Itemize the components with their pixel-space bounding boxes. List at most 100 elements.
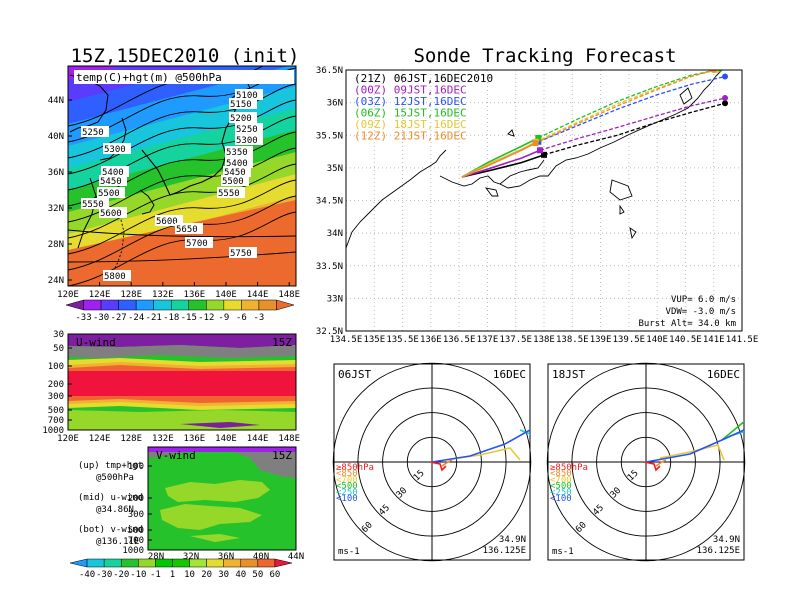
colorbar-swatch [274, 558, 293, 568]
colorbar-label: -15 [181, 313, 197, 323]
burst-marker [537, 147, 544, 154]
hodograph-curve-500 [529, 429, 530, 430]
tracking-lon-tick: 141E [703, 335, 725, 345]
v-wind-y-tick: 300 [128, 510, 144, 520]
contour-label: 5150 [230, 100, 252, 110]
colorbar-label: -3 [254, 313, 265, 323]
hodograph-curve-lt850 [655, 459, 667, 467]
hodograph-legend-item: <500 [336, 482, 358, 492]
left-title: 15Z,15DEC2010 (init) [71, 45, 300, 67]
u-wind-y-tick: 300 [48, 392, 64, 402]
v-wind-y-tick: 500 [128, 526, 144, 536]
contour-label: 5300 [236, 136, 258, 146]
contour-label-bg [235, 89, 263, 100]
v-wind-time: 15Z [272, 449, 292, 462]
contour-label: 5450 [100, 177, 122, 187]
hodograph-time: 06JST [338, 368, 371, 381]
v-wind-label: V-wind [156, 449, 196, 462]
colorbar-swatch [170, 299, 190, 311]
note-mid: (mid) u-wind [78, 493, 143, 503]
burst-marker [541, 151, 547, 158]
contour-label-bg [99, 175, 127, 186]
hodograph-legend-item: <100 [550, 494, 572, 504]
contour-label-bg [81, 198, 109, 209]
tracking-legend-item: (03Z) 12JST,16DEC [354, 95, 467, 108]
track-line-ascent [461, 154, 545, 178]
param-vup: VUP= 6.0 m/s [671, 295, 736, 305]
hodograph-curve-500 [721, 420, 744, 441]
colorbar-label: -20 [113, 570, 129, 580]
colorbar-swatch [65, 299, 84, 311]
tracking-lat-ticks: 36.5N 36N 35.5N 35N 34.5N 34N 33.5N 33N 32.5N [316, 66, 343, 337]
map-lon-tick: 128E [120, 290, 142, 300]
landing-marker [710, 70, 717, 73]
track-series [461, 70, 729, 178]
contour-label: 5100 [236, 91, 258, 101]
hodograph-legend-item: <250 [550, 488, 572, 498]
v-wind-y-tick: 100 [128, 462, 144, 472]
map-lon-tick: 144E [247, 290, 269, 300]
launch-params: VUP= 6.0 m/s VDW= -3.0 m/s Burst Alt= 34… [638, 295, 736, 329]
hodograph-legend-item: <250 [336, 488, 358, 498]
tracking-lon-tick: 136.5E [443, 335, 476, 345]
contour-label-bg [155, 215, 183, 226]
track-line-descent [539, 97, 726, 151]
tracking-lon-ticks: 134.5E 135E 135.5E 136E 136.5E 137E 137.5E 138E… [330, 335, 759, 345]
hodograph-unit: ms-1 [552, 547, 574, 557]
contour-label: 5400 [102, 168, 124, 178]
tracking-lon-tick: 136E [420, 335, 442, 345]
colorbar-swatch [223, 558, 242, 568]
hodograph-curve-100 [431, 429, 530, 463]
hodograph-legend-item: <850 [336, 469, 358, 479]
u-wind-y-tick: 500 [48, 406, 64, 416]
hodograph-curve-100 [645, 429, 744, 463]
note-bot: (bot) v-wind [78, 525, 143, 535]
contour-label-bg [235, 134, 263, 145]
u-wind-x-tick: 124E [89, 434, 111, 444]
tracking-lon-tick: 138E [533, 335, 555, 345]
tracking-lat-tick: 36.5N [316, 66, 343, 76]
map-label-box [74, 70, 294, 84]
temperature-band [68, 200, 296, 286]
hodograph-curve-850 [429, 461, 447, 472]
u-wind-x-tick: 136E [184, 434, 206, 444]
map-lat-ticks: 44N 40N 36N 32N 28N 24N [48, 96, 72, 286]
tracking-lat-tick: 36N [327, 99, 343, 109]
contour-label-bg [225, 157, 253, 168]
hodograph-curve-lt850 [441, 459, 453, 467]
map-lon-tick: 148E [278, 290, 300, 300]
note-mid-lat: @34.86N [96, 505, 134, 515]
hodograph-curve-850 [643, 461, 661, 472]
colorbar-label: 40 [235, 570, 246, 580]
colorbar-swatch [188, 299, 207, 311]
hodograph-lat: 34.9N [499, 535, 526, 545]
tracking-lat-tick: 33N [327, 294, 343, 304]
hodograph-lon: 136.125E [483, 546, 526, 556]
hodograph-lat: 34.9N [713, 535, 740, 545]
contour-label-bg [103, 143, 131, 154]
u-wind-frame [67, 333, 297, 431]
map-lon-tick: 124E [89, 290, 111, 300]
height-contour [68, 99, 296, 175]
colorbar-swatch [206, 558, 224, 568]
hodograph-legend-item: <100 [336, 494, 358, 504]
contour-label-bg [185, 237, 213, 248]
tracking-lon-tick: 140E [646, 335, 668, 345]
v-wind-y-tick: 1000 [122, 546, 144, 556]
map-lon-tick: 120E [57, 290, 79, 300]
colorbar-swatch [86, 558, 105, 568]
colorbar-label: 1 [170, 570, 175, 580]
colorbar-swatch [155, 558, 173, 568]
colorbar-swatch [103, 558, 122, 568]
height-contour [68, 179, 296, 255]
track-line-ascent [461, 142, 536, 178]
contour-label: 5300 [104, 145, 126, 155]
contour-label: 5400 [226, 159, 248, 169]
colorbar-swatch [100, 299, 119, 311]
hodograph-legend-item: <700 [336, 475, 358, 485]
landing-marker [722, 100, 729, 107]
contour-label: 5650 [176, 225, 198, 235]
tracking-lon-tick: 135.5E [386, 335, 419, 345]
